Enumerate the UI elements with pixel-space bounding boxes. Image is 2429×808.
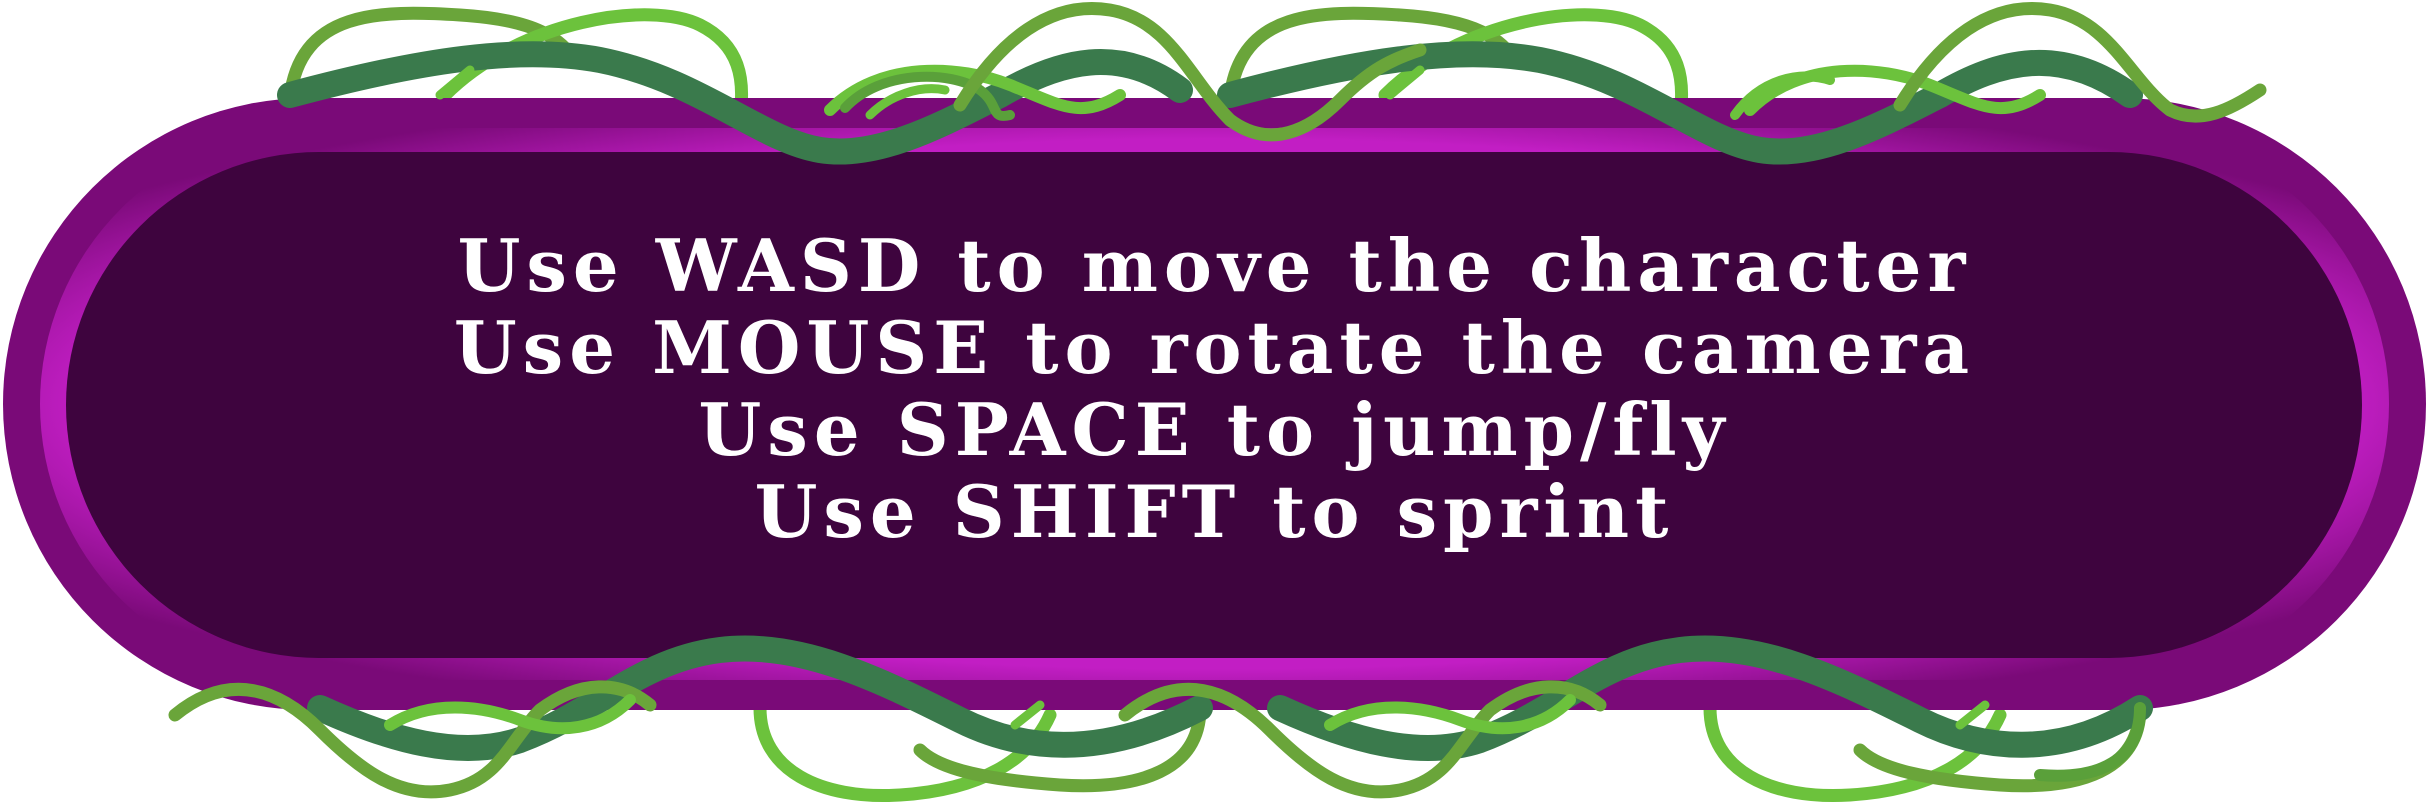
bottom-vines-icon bbox=[168, 635, 2153, 799]
instruction-camera: Use MOUSE to rotate the camera bbox=[453, 305, 1976, 390]
instruction-move: Use WASD to move the character bbox=[457, 223, 1972, 308]
instruction-jump: Use SPACE to jump/fly bbox=[698, 387, 1731, 472]
instruction-sprint: Use SHIFT to sprint bbox=[754, 469, 1675, 554]
top-vines-icon bbox=[277, 2, 2267, 165]
controls-instructions: Use WASD to move the character Use MOUSE… bbox=[0, 225, 2429, 553]
panel-inner bbox=[66, 152, 2362, 658]
